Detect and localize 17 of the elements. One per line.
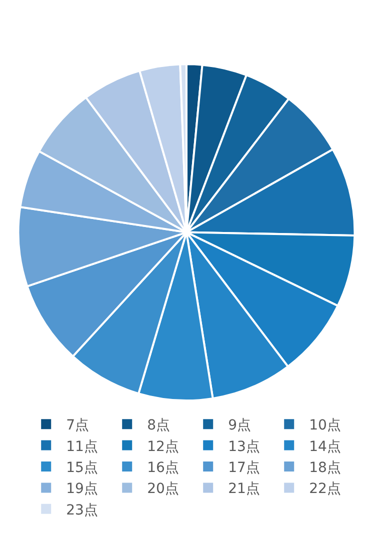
legend-label: 14点 [309,438,341,455]
legend-label: 16点 [147,460,179,476]
legend-label: 17点 [228,460,260,476]
legend-label: 20点 [147,481,179,498]
legend-label: 9点 [228,418,252,434]
legend-label: 8点 [147,418,170,434]
legend-label: 7点 [66,418,90,434]
legend-label: 18点 [309,460,341,476]
legend-label: 13点 [228,438,260,455]
legend-label: 23点 [66,502,98,518]
legend-label: 21点 [228,481,260,498]
legend-label: 12点 [147,438,179,455]
legend-label: 11点 [66,438,98,455]
legend-label: 22点 [309,481,341,498]
legend-label: 15点 [66,460,98,476]
legend-label: 10点 [309,418,341,434]
legend-label: 19点 [66,481,98,498]
